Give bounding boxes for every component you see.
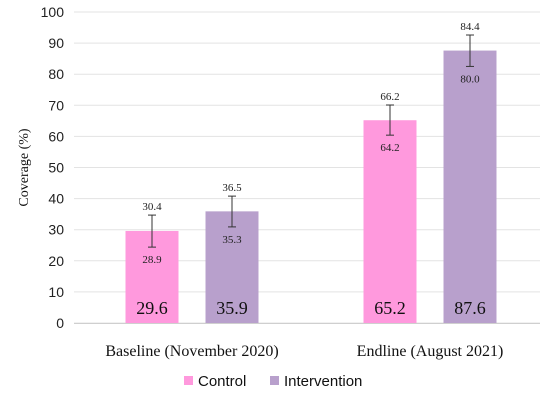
legend-label-control: Control [198, 373, 246, 390]
bars: 30.4 28.9 29.6 36.5 35.3 35.9 66.2 64.2 65.2 84.4… [125, 21, 497, 324]
y-tick-label: 90 [48, 35, 64, 51]
bar-value-label: 87.6 [454, 298, 486, 318]
ci-upper-label: 30.4 [142, 201, 162, 213]
ci-lower-label: 35.3 [222, 234, 242, 246]
y-tick-label: 100 [41, 4, 65, 20]
y-tick-label: 80 [48, 66, 64, 82]
y-tick-label: 0 [56, 315, 64, 331]
y-tick-label: 10 [48, 284, 64, 300]
bar-value-label: 35.9 [216, 298, 248, 318]
ci-lower-label: 64.2 [380, 142, 399, 154]
y-tick-label: 30 [48, 222, 64, 238]
legend-swatch-control [184, 376, 193, 385]
bar-intervention-1 [443, 50, 497, 324]
y-tick-label: 50 [48, 160, 64, 176]
y-tick-label: 70 [48, 97, 64, 113]
ci-upper-label: 66.2 [380, 91, 399, 103]
y-tick-label: 60 [48, 128, 64, 144]
y-tick-label: 20 [48, 253, 64, 269]
legend-swatch-intervention [270, 376, 279, 385]
bar-intervention-0 [205, 211, 259, 323]
x-category-label: Baseline (November 2020) [105, 343, 278, 360]
bar-control-1 [363, 120, 417, 323]
y-axis-label: Coverage (%) [17, 128, 32, 206]
ci-lower-label: 28.9 [142, 254, 162, 266]
y-tick-label: 40 [48, 191, 64, 207]
ci-lower-label: 80.0 [460, 73, 480, 85]
ci-upper-label: 36.5 [222, 182, 242, 194]
y-axis-ticks: 0 10 20 30 40 50 60 70 80 90 100 [41, 4, 65, 331]
legend-label-intervention: Intervention [284, 373, 362, 390]
ci-upper-label: 84.4 [460, 21, 480, 33]
x-axis: Baseline (November 2020) Endline (August … [74, 323, 540, 360]
bar-value-label: 29.6 [136, 298, 168, 318]
bar-value-label: 65.2 [374, 298, 406, 318]
legend: Control Intervention [184, 373, 362, 390]
x-category-label: Endline (August 2021) [357, 343, 504, 360]
